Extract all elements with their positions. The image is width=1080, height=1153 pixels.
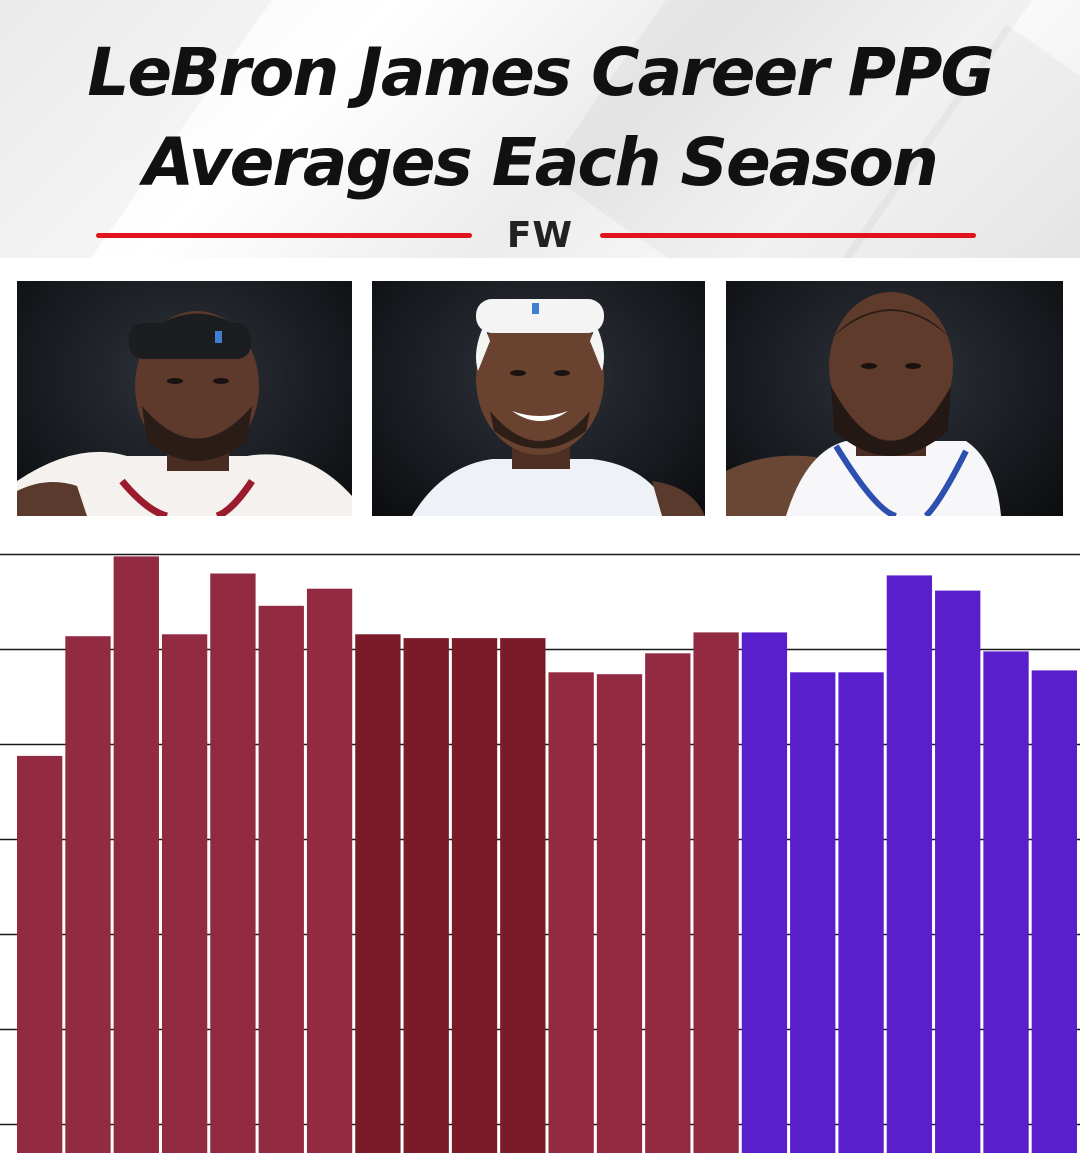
bar-season-20 <box>935 590 981 1153</box>
title-line-1: LeBron James Career PPG <box>87 34 994 111</box>
header: LeBron James Career PPG Averages Each Se… <box>0 0 1080 258</box>
player-photo-lakers <box>726 281 1063 516</box>
bar-season-22 <box>1031 670 1077 1153</box>
ppg-bar-chart <box>0 553 1080 1153</box>
bar-season-2 <box>65 636 111 1153</box>
chart-title: LeBron James Career PPG Averages Each Se… <box>0 28 1080 208</box>
title-line-2: Averages Each Season <box>143 124 939 201</box>
player-photo-cavaliers <box>372 281 705 516</box>
title-rule-left <box>96 233 472 238</box>
bars <box>17 556 1077 1153</box>
player-portrait-image <box>726 292 1001 516</box>
bar-season-16 <box>741 632 788 1153</box>
bar-season-4 <box>161 634 208 1153</box>
bar-season-6 <box>258 605 304 1153</box>
bar-season-3 <box>113 556 159 1153</box>
brand-logo: FW <box>506 215 574 256</box>
player-portrait-image <box>412 299 705 516</box>
bar-season-10 <box>451 638 498 1153</box>
bar-season-14 <box>645 653 691 1153</box>
bar-season-19 <box>886 575 933 1153</box>
player-portrait-image <box>17 311 352 516</box>
bar-season-17 <box>790 672 836 1153</box>
bar-season-18 <box>838 672 884 1153</box>
bar-season-5 <box>210 573 256 1153</box>
bar-season-15 <box>693 632 739 1153</box>
bar-season-9 <box>403 638 449 1153</box>
bar-season-11 <box>500 638 546 1153</box>
bar-season-21 <box>983 651 1029 1153</box>
player-photo-heat <box>17 281 352 516</box>
bar-season-7 <box>306 588 353 1153</box>
bar-season-12 <box>548 672 594 1153</box>
bar-season-13 <box>596 674 643 1153</box>
bar-season-8 <box>355 634 401 1153</box>
bar-season-1 <box>17 755 63 1153</box>
title-rule-right <box>600 233 976 238</box>
